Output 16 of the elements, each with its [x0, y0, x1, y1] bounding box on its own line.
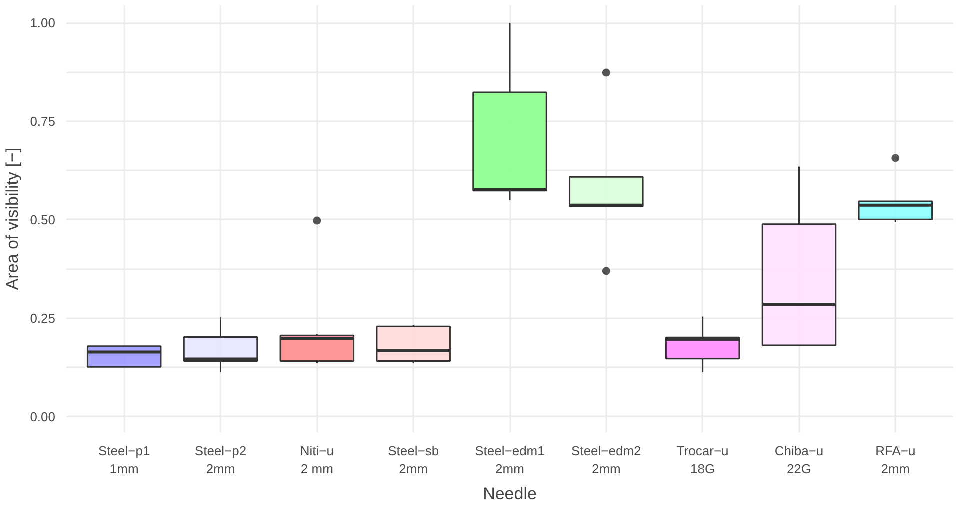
- y-tick-label: 0.50: [30, 212, 56, 228]
- x-tick-label: Niti−u 2 mm: [300, 444, 334, 476]
- y-axis-title: Area of visibility [−]: [3, 148, 22, 290]
- x-tick-label: Trocar−u 18G: [676, 444, 729, 476]
- x-axis-title: Needle: [483, 484, 537, 504]
- x-tick-label: Chiba−u 22G: [774, 444, 824, 476]
- x-tick-label: RFA−u 2mm: [876, 444, 916, 476]
- x-tick-label: Steel−edm2 2mm: [572, 444, 642, 476]
- y-tick-label: 1.00: [30, 16, 56, 31]
- y-tick-label: 0.00: [30, 409, 56, 424]
- y-tick-label: 0.75: [30, 114, 56, 130]
- y-tick-label: 0.25: [30, 310, 56, 326]
- x-tick-label: Steel−p2 2mm: [194, 444, 247, 476]
- x-tick-label: Steel−sb 2mm: [388, 444, 440, 476]
- x-tick-label: Steel−edm1 2mm: [475, 444, 545, 476]
- x-tick-label: Steel−p1 1mm: [98, 444, 150, 476]
